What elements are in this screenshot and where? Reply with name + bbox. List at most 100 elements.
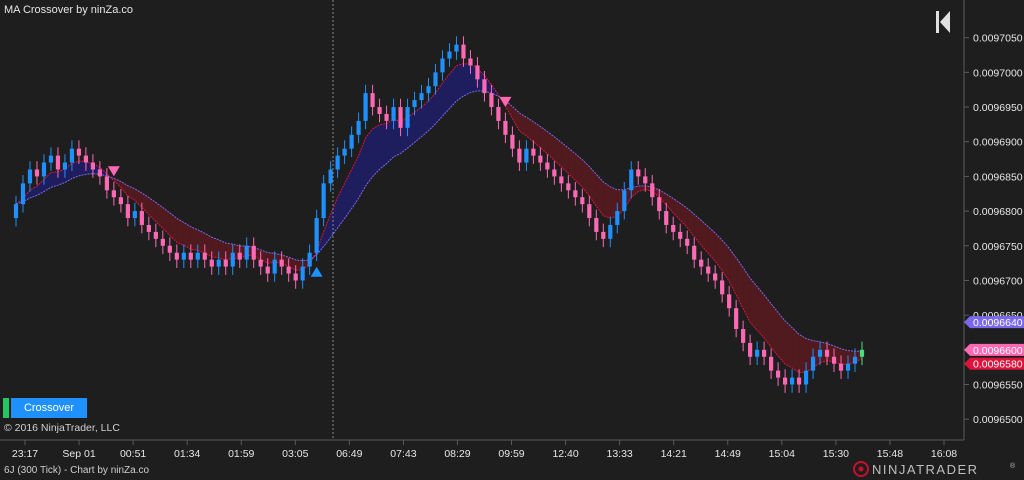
candle-body <box>503 120 508 135</box>
candle-body <box>608 224 613 239</box>
candle-body <box>824 349 830 357</box>
candle-body <box>307 252 312 267</box>
candle-body <box>237 252 242 260</box>
candle-body <box>398 107 403 128</box>
price-marker-tag <box>964 316 1024 329</box>
candle-body <box>803 370 809 385</box>
x-tick-label: 09:59 <box>498 448 524 460</box>
ma-band-segment <box>183 222 191 250</box>
candle-body <box>643 176 648 184</box>
sell-arrow-icon <box>107 166 120 177</box>
chart-title: MA Crossover by ninZa.co <box>4 4 133 16</box>
crossover-button[interactable]: Crossover <box>3 398 87 418</box>
candle-body <box>741 329 746 343</box>
ma-band-segment <box>197 229 205 253</box>
ma-band-segment <box>78 161 86 176</box>
copyright-text: © 2016 NinjaTrader, LLC <box>4 422 120 434</box>
logo-dot-icon <box>858 466 864 472</box>
y-tick-label: 0.0096550 <box>973 380 1023 392</box>
candle-body <box>153 231 158 239</box>
candle-body <box>573 190 578 198</box>
collapse-panel-icon[interactable] <box>935 9 953 35</box>
candle-body <box>300 266 305 281</box>
ma-band-segment <box>414 106 422 143</box>
candle-body <box>97 169 102 177</box>
slow-ma-line <box>15 90 863 352</box>
ma-band-segment <box>463 63 471 97</box>
candle-body <box>62 162 68 170</box>
logo-ring-icon <box>853 461 869 477</box>
ma-band-segment <box>764 294 772 348</box>
candle-body <box>209 259 214 267</box>
candle-body <box>244 245 249 260</box>
x-tick-label: 01:34 <box>174 448 200 460</box>
candle-body <box>342 148 347 156</box>
ma-band-segment <box>141 193 149 215</box>
x-tick-label: 23:17 <box>12 448 38 460</box>
candle-body <box>160 238 165 246</box>
ma-band-segment <box>561 142 569 174</box>
logo-text: NINJATRADER <box>872 462 979 477</box>
candle-body <box>433 72 438 87</box>
candle-body <box>657 197 662 212</box>
candle-body <box>510 134 515 149</box>
ma-band-segment <box>512 106 520 132</box>
y-tick-label: 0.0096800 <box>973 206 1023 218</box>
candle-body <box>727 294 732 309</box>
candle-body <box>636 169 641 177</box>
ma-band-segment <box>715 233 723 271</box>
price-marker-label: 0.0096600 <box>973 345 1023 357</box>
ma-band-segment <box>736 257 744 309</box>
candle-body <box>13 204 19 219</box>
candle-body <box>587 204 592 219</box>
candle-body <box>852 356 858 364</box>
ma-band-segment <box>351 155 359 209</box>
candle-body <box>594 218 599 232</box>
candle-body <box>104 176 109 191</box>
ma-band-segment <box>190 226 198 251</box>
ma-band-segment <box>701 220 709 254</box>
candle-body <box>615 211 620 225</box>
candle-body <box>650 183 655 198</box>
x-tick-label: 13:33 <box>607 448 633 460</box>
candle-body <box>796 377 802 385</box>
candle-body <box>601 231 606 239</box>
x-tick-label: 14:49 <box>715 448 741 460</box>
candle-body <box>859 349 865 357</box>
candle-body <box>370 93 375 108</box>
candle-body <box>762 349 767 357</box>
ma-band-segment <box>757 286 765 338</box>
candle-body <box>258 259 263 267</box>
ma-band-segment <box>673 198 681 221</box>
x-tick-label: 06:49 <box>336 448 362 460</box>
candle-body <box>538 155 543 163</box>
ma-band-segment <box>666 194 674 213</box>
x-tick-label: 15:48 <box>877 448 903 460</box>
candle-body <box>356 120 361 135</box>
candle-body <box>447 51 452 59</box>
ma-band-segment <box>743 267 751 323</box>
ma-band-segment <box>694 214 702 246</box>
candle-body <box>230 252 235 267</box>
candle-body <box>174 252 179 260</box>
ma-band-segment <box>750 278 758 331</box>
candle-body <box>132 211 137 219</box>
x-tick-label: 16:08 <box>931 448 957 460</box>
candle-body <box>188 252 193 260</box>
candle-body <box>531 148 536 156</box>
footer-text: 6J (300 Tick) - Chart by ninZa.co <box>4 465 149 476</box>
ma-band-segment <box>162 207 170 236</box>
candle-body <box>55 155 61 170</box>
candle-body <box>838 363 844 371</box>
candle-body <box>713 273 718 281</box>
candle-body <box>559 176 564 184</box>
candle-body <box>419 93 424 101</box>
ninjatrader-logo: NINJATRADER ® <box>853 461 1016 477</box>
sell-arrow-icon <box>499 96 512 107</box>
candle-body <box>475 65 480 80</box>
candle-body <box>789 377 795 385</box>
x-tick-label: 15:30 <box>823 448 849 460</box>
candle-body <box>181 252 186 260</box>
